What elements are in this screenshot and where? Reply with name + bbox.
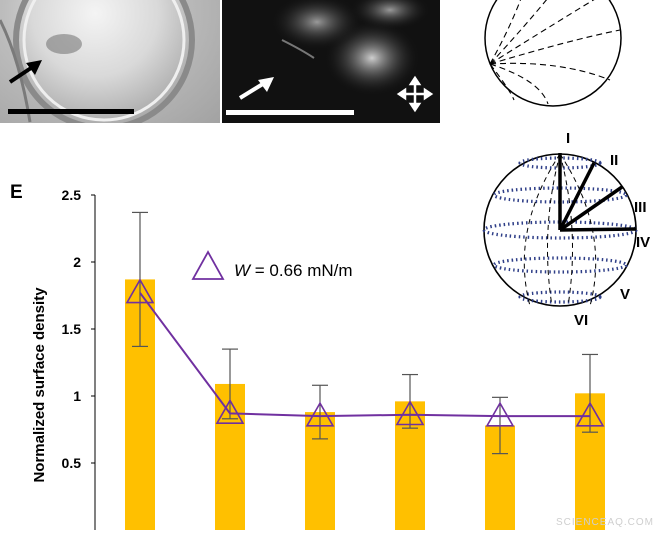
- legend-triangle-icon: [191, 250, 225, 280]
- triangle-marker-icon: [215, 398, 245, 424]
- triangle-marker-icon: [395, 400, 425, 426]
- scale-bar: [8, 109, 134, 114]
- birefringence-lobe: [350, 0, 430, 30]
- birefringence-lobe: [271, 0, 363, 50]
- sphere-label-i: I: [566, 130, 570, 147]
- bright-field-drawing: [0, 0, 195, 123]
- polarized-drawing: [226, 0, 434, 115]
- defect-line: [281, 39, 315, 59]
- crossed-polarizers-icon: [396, 75, 434, 113]
- droplet-rim: [22, 0, 186, 122]
- y-axis-title: Normalized surface density: [31, 287, 48, 483]
- director-schematic-drawing: [484, 0, 622, 107]
- y-tick-label: 2: [73, 254, 81, 270]
- arrow-head-icon: [26, 60, 42, 75]
- panel-label-e: E: [10, 182, 23, 203]
- director-schematic: [470, 0, 650, 118]
- sphere-label-ii: II: [610, 152, 618, 169]
- model-line: [139, 292, 590, 418]
- legend-label: W = 0.66 mN/m: [234, 261, 353, 280]
- chart-legend: W = 0.66 mN/m: [191, 250, 353, 280]
- legend-variable: W: [234, 261, 252, 280]
- droplet-outline: [13, 0, 195, 123]
- droplet-circle: [484, 0, 622, 107]
- y-tick-label: 1: [73, 388, 81, 404]
- sphere-drawing: I II III IV V VI: [482, 130, 650, 329]
- watermark: SCIENCEAQ.COM: [555, 517, 654, 528]
- y-tick-label: 0.5: [62, 455, 82, 471]
- y-tick-label: 2.5: [62, 187, 82, 203]
- triangle-marker-icon: [575, 401, 605, 427]
- sphere-sections-diagram: D I II III IV V VI: [470, 125, 660, 340]
- arrow-head-icon: [258, 77, 274, 92]
- director-field-lines: [489, 0, 621, 105]
- section-rays: [558, 153, 637, 232]
- scale-bar: [226, 110, 354, 115]
- sphere-label-vi: VI: [574, 312, 588, 329]
- triangle-marker-icon: [125, 278, 155, 304]
- polarized-micrograph: [222, 0, 440, 123]
- y-tick-label: 1.5: [62, 321, 82, 337]
- legend-value: = 0.66 mN/m: [250, 261, 353, 280]
- defect-spot: [46, 34, 82, 54]
- triangle-marker-icon: [485, 401, 515, 427]
- bright-field-micrograph: [0, 0, 220, 123]
- arrow-shaft: [8, 64, 36, 84]
- chart-canvas: 2.5 2 1.5 1 0.5 Normalized surface density W …: [31, 187, 605, 530]
- sphere-label-iv: IV: [636, 234, 650, 251]
- triangle-marker-icon: [305, 401, 335, 427]
- sphere-label-v: V: [620, 286, 630, 303]
- surface-density-chart: E 2.5 2 1.5 1 0.5 Normalized surface density …: [0, 180, 660, 530]
- sphere-label-iii: III: [634, 199, 647, 216]
